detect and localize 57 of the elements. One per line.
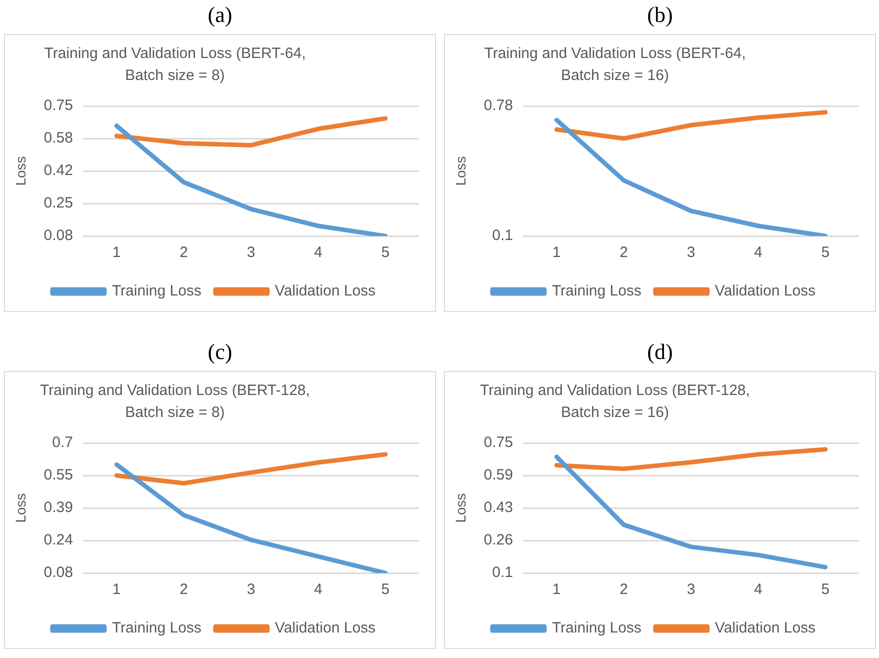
x-tick-label: 4 [754, 244, 762, 262]
text: (b) [646, 2, 674, 28]
legend-label: Training Loss [112, 620, 202, 637]
x-tick-label: 4 [754, 581, 762, 598]
text: (c) [206, 339, 234, 365]
legend-label: Training Loss [552, 620, 642, 637]
y-tick-label: 0.43 [484, 499, 513, 516]
x-tick-label: 1 [552, 581, 561, 598]
x-tick-label: 3 [686, 581, 696, 598]
x-tick-label: 3 [686, 244, 696, 262]
y-axis-title: Loss [452, 493, 468, 523]
x-tick-label: 3 [246, 244, 256, 262]
x-tick-label: 5 [821, 244, 830, 262]
y-tick-label: 0.1 [492, 564, 513, 582]
x-tick-label: 4 [314, 244, 322, 262]
chart-title: Training and Validation Loss (BERT-128, Batch size = 8) [39, 381, 311, 423]
chart-title: Training and Validation Loss (BERT-64, Batch size = 16) [483, 44, 747, 86]
chart-title: Training and Validation Loss (BERT-128, Batch size = 16) [479, 381, 751, 423]
y-tick-label: 0.75 [484, 434, 513, 452]
legend-label: Training Loss [552, 282, 642, 300]
y-tick-label: 0.24 [44, 532, 73, 549]
y-tick-label: 0.08 [44, 564, 73, 582]
y-tick-label: 0.26 [484, 532, 513, 549]
y-axis-title: Loss [12, 156, 28, 186]
x-tick-label: 5 [381, 244, 390, 262]
y-tick-label: 0.39 [44, 499, 73, 516]
x-tick-label: 4 [314, 581, 322, 598]
x-tick-label: 5 [381, 581, 390, 598]
y-tick-label: 0.58 [44, 130, 73, 147]
text: (d) [646, 339, 674, 365]
y-tick-label: 0.75 [44, 97, 73, 114]
y-tick-label: 0.25 [44, 194, 73, 212]
legend-label: Validation Loss [274, 620, 376, 637]
y-tick-label: 0.42 [44, 162, 73, 180]
y-tick-label: 0.78 [484, 97, 513, 114]
y-tick-label: 0.08 [44, 227, 73, 244]
chart-title: Training and Validation Loss (BERT-64, Batch size = 8) [43, 44, 307, 86]
x-tick-label: 3 [246, 581, 256, 598]
y-tick-label: 0.59 [484, 466, 513, 484]
y-tick-label: 0.1 [492, 227, 513, 244]
legend-label: Training Loss [112, 282, 202, 300]
y-axis-title: Loss [452, 156, 468, 186]
x-tick-label: 1 [112, 244, 121, 262]
legend-label: Validation Loss [274, 282, 376, 300]
y-tick-label: 0.55 [44, 466, 73, 484]
x-tick-label: 5 [821, 581, 830, 598]
y-tick-label: 0.7 [52, 434, 73, 452]
x-tick-label: 2 [180, 581, 188, 598]
legend-label: Validation Loss [714, 620, 816, 637]
y-axis-title: Loss [12, 493, 28, 523]
x-tick-label: 2 [180, 244, 188, 262]
legend-label: Validation Loss [714, 282, 816, 300]
x-tick-label: 2 [620, 244, 628, 262]
text: (a) [206, 2, 234, 28]
x-tick-label: 1 [552, 244, 561, 262]
x-tick-label: 1 [112, 581, 121, 598]
x-tick-label: 2 [620, 581, 628, 598]
